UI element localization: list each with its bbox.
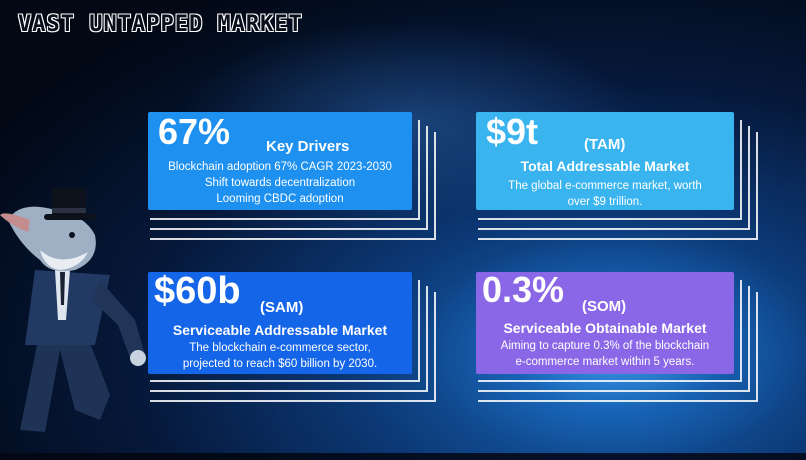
som-card: 0.3% (SOM) Serviceable Obtainable Market… <box>476 272 734 374</box>
page-title: VAST UNTAPPED MARKET <box>18 12 303 37</box>
card-description: The blockchain e-commerce sector, projec… <box>182 342 378 370</box>
card-heading: Total Addressable Market <box>520 158 690 174</box>
card-description: Blockchain adoption 67% CAGR 2023-2030 S… <box>168 161 392 205</box>
decorative-lines <box>150 132 436 240</box>
decorative-lines <box>150 286 428 392</box>
decorative-lines <box>478 292 758 402</box>
card-value: 67% <box>158 111 231 152</box>
card-value: $60b <box>154 270 241 312</box>
card-description: The global e-commerce market, worth over… <box>508 180 702 208</box>
card-tag: (SAM) <box>260 299 304 316</box>
decorative-lines <box>150 280 420 382</box>
decorative-lines <box>478 132 758 240</box>
card-heading: Serviceable Obtainable Market <box>503 320 707 336</box>
decorative-lines <box>150 126 428 230</box>
card-tag: (SOM) <box>582 298 627 315</box>
decorative-lines <box>150 292 436 402</box>
tam-card: $9t (TAM) Total Addressable Market The g… <box>476 112 734 210</box>
whale-mascot-illustration <box>0 188 146 432</box>
card-description: Aiming to capture 0.3% of the blockchain… <box>500 340 710 368</box>
card-tag: (TAM) <box>584 136 626 153</box>
decorative-lines <box>478 286 750 392</box>
decorative-lines <box>478 280 742 382</box>
card-value: $9t <box>486 111 539 152</box>
card-heading: Serviceable Addressable Market <box>172 322 388 338</box>
decorative-lines <box>478 120 742 220</box>
key-drivers-card: 67% Key Drivers Blockchain adoption 67% … <box>148 112 412 210</box>
decorative-lines <box>478 126 750 230</box>
card-value: 0.3% <box>482 269 565 310</box>
decorative-lines <box>150 120 420 220</box>
sam-card: $60b (SAM) Serviceable Addressable Marke… <box>148 272 412 374</box>
card-heading: Key Drivers <box>266 138 350 155</box>
